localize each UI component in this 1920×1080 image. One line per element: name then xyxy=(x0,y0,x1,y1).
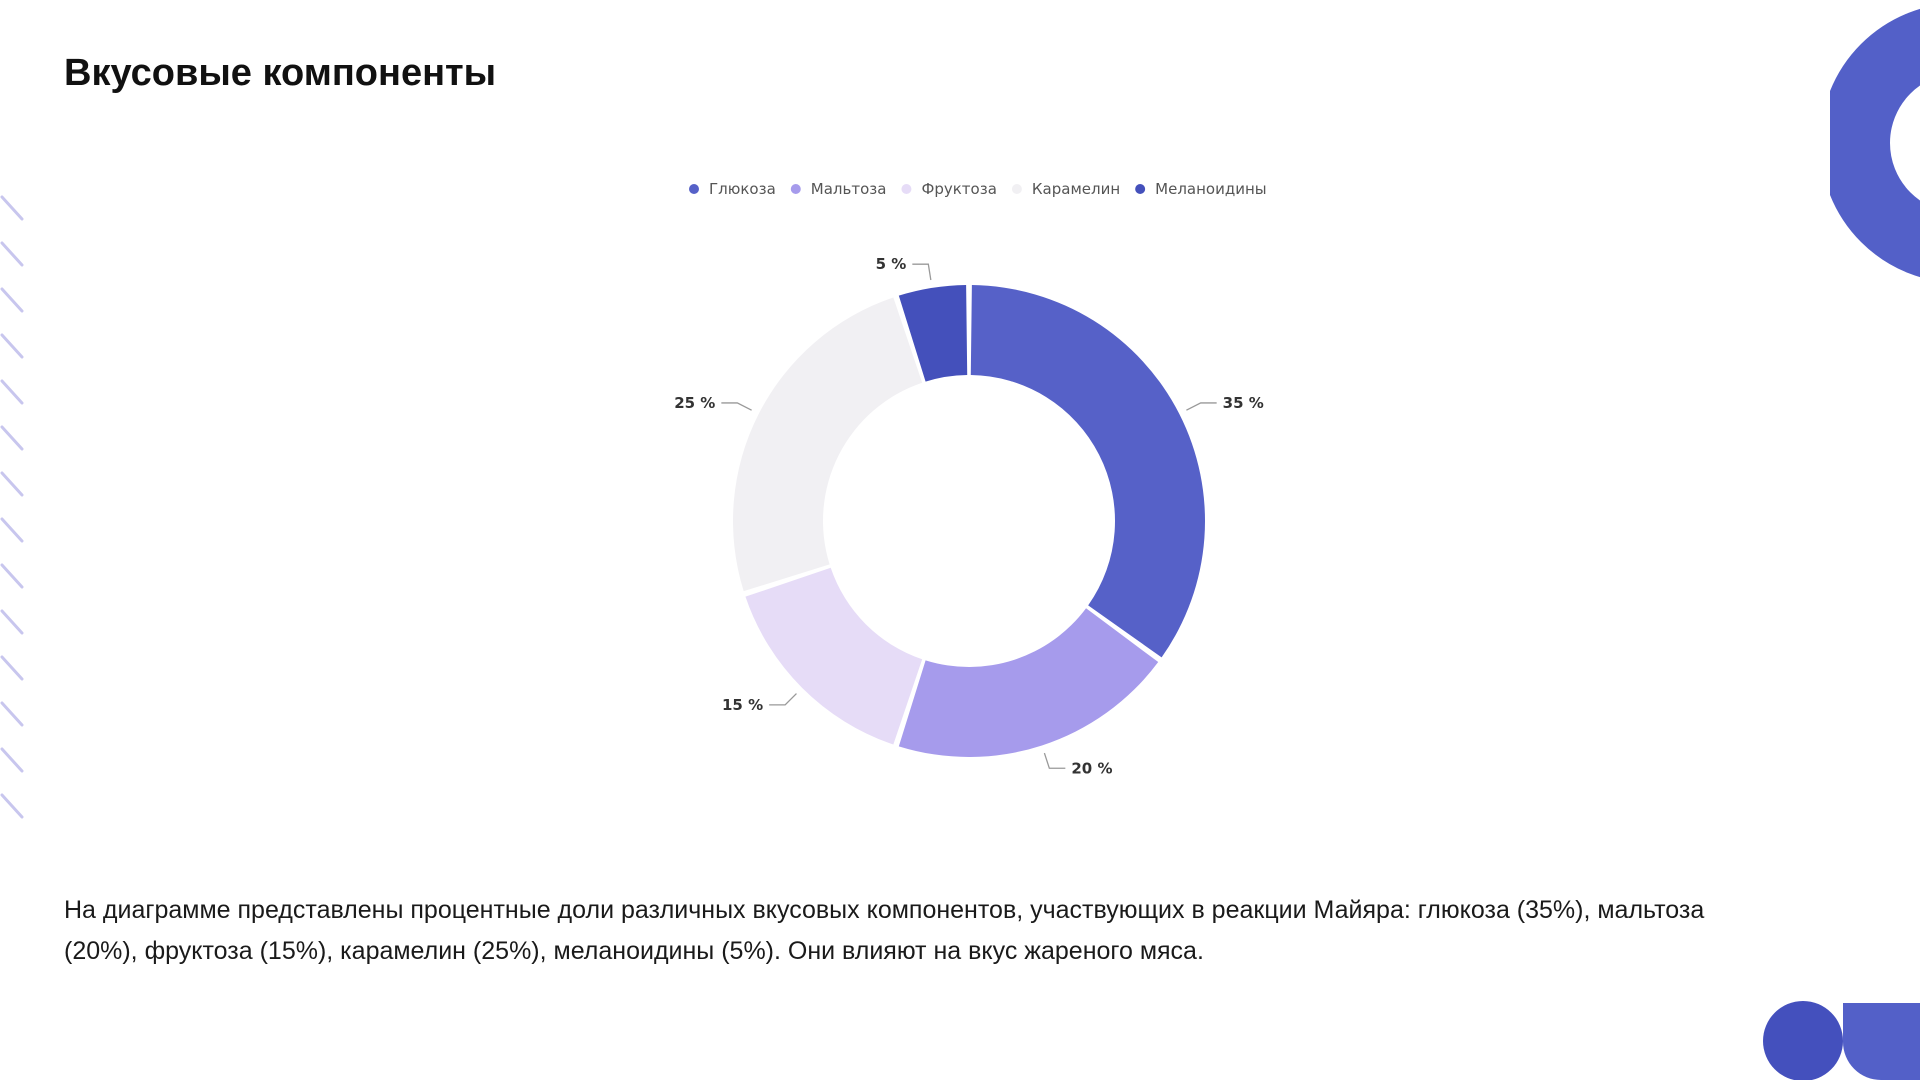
stripe-line xyxy=(0,195,24,221)
stripe-line xyxy=(0,609,24,635)
leader-line-5 xyxy=(912,263,932,281)
stripe-line xyxy=(0,655,24,681)
data-label-2: 20 % xyxy=(1071,759,1112,777)
stripe-line xyxy=(0,379,24,405)
legend-label-3: Фруктоза xyxy=(921,180,996,198)
data-label-4: 25 % xyxy=(674,394,715,412)
donut-slice-1 xyxy=(970,285,1206,658)
stripe-line xyxy=(0,747,24,773)
leader-line-2 xyxy=(1043,752,1066,769)
donut-slice-2 xyxy=(898,608,1159,757)
chart-legend: Глюкоза Мальтоза Фруктоза Карамелин Меланоид… xyxy=(689,180,1267,198)
donut-slice-3 xyxy=(745,567,923,745)
data-label-3: 15 % xyxy=(722,696,763,714)
legend-label-5: Меланоидины xyxy=(1155,180,1266,198)
stripe-line xyxy=(0,333,24,359)
chart-slices xyxy=(733,285,1206,757)
leader-line-4 xyxy=(721,402,752,411)
legend-marker-4 xyxy=(1011,184,1022,194)
stripe-line xyxy=(0,701,24,727)
legend-marker-3 xyxy=(901,184,912,194)
legend-label-1: Глюкоза xyxy=(709,180,776,198)
chart-labels: 35 % 20 % 15 % 25 % 5 % xyxy=(674,255,1264,777)
legend-marker-5 xyxy=(1135,184,1146,194)
stripe-line xyxy=(0,425,24,451)
decorative-stripes xyxy=(0,195,24,819)
legend-marker-2 xyxy=(790,184,801,194)
donut-slice-4 xyxy=(733,297,923,592)
slide-title: Вкусовые компоненты xyxy=(64,52,497,94)
legend-label-2: Мальтоза xyxy=(811,180,887,198)
donut-slice-5 xyxy=(898,285,968,382)
donut-chart: Глюкоза Мальтоза Фруктоза Карамелин Меланоид… xyxy=(674,180,1267,777)
data-label-1: 35 % xyxy=(1223,394,1264,412)
legend-marker-1 xyxy=(689,184,699,194)
stripe-line xyxy=(0,517,24,543)
decorative-shapes xyxy=(1763,1001,1920,1080)
stripe-line xyxy=(0,241,24,267)
leader-line-3 xyxy=(769,693,797,706)
stripe-line xyxy=(0,563,24,589)
legend-label-4: Карамелин xyxy=(1032,180,1120,198)
chart-leader-lines xyxy=(721,263,1217,769)
stripe-line xyxy=(0,793,24,819)
stripe-line xyxy=(0,287,24,313)
leader-line-1 xyxy=(1186,402,1217,411)
chart-description: На диаграмме представлены процентные дол… xyxy=(64,896,1705,965)
decorative-ring xyxy=(1830,8,1920,278)
data-label-5: 5 % xyxy=(876,255,907,273)
stripe-line xyxy=(0,471,24,497)
